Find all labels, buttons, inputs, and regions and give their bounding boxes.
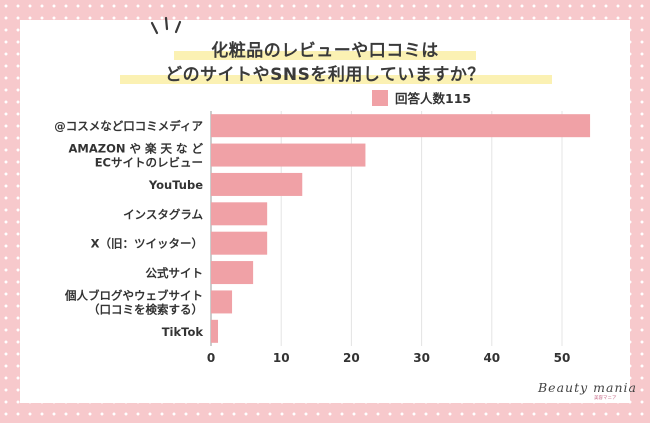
x-tick-label: 30 [413,351,430,365]
bar [211,319,219,343]
category-label: @コスメなど口コミメディア [54,119,203,133]
bar [211,172,303,196]
category-label: X（旧：ツイッター） [91,237,203,251]
x-tick-label: 20 [343,351,360,365]
bar [211,202,268,226]
bar [211,231,268,255]
x-tick-label: 40 [483,351,500,365]
legend-label: 回答人数115 [395,91,471,106]
bar [211,290,233,314]
chart-title-line-2: どのサイトやSNSを利用していますか？ [165,65,485,85]
x-tick-label: 0 [207,351,215,365]
category-label: インスタグラム [123,207,203,221]
legend: 回答人数115 [372,90,471,106]
category-label: 公式サイト [146,266,204,280]
category-label: YouTube [148,178,203,192]
bar [211,143,366,167]
category-label: AMAZON や 楽 天 な ど [68,142,203,156]
legend-swatch [372,90,388,106]
bar [211,114,591,138]
category-label: ECサイトのレビュー [95,156,203,170]
x-tick-label: 50 [554,351,571,365]
title-highlight-2 [120,75,552,84]
brand-logo: Beauty mania 美容マニア [538,380,637,401]
chart-title-line-1: 化粧品のレビューや口コミは [211,41,439,61]
category-label: TikTok [162,325,204,339]
x-tick-label: 10 [273,351,290,365]
category-label: 個人ブログやウェブサイト [64,288,203,302]
sparkle-icon [150,16,182,35]
title-highlight-1 [174,51,476,60]
category-label: （口コミを検索する） [88,302,203,316]
bar [211,261,254,285]
